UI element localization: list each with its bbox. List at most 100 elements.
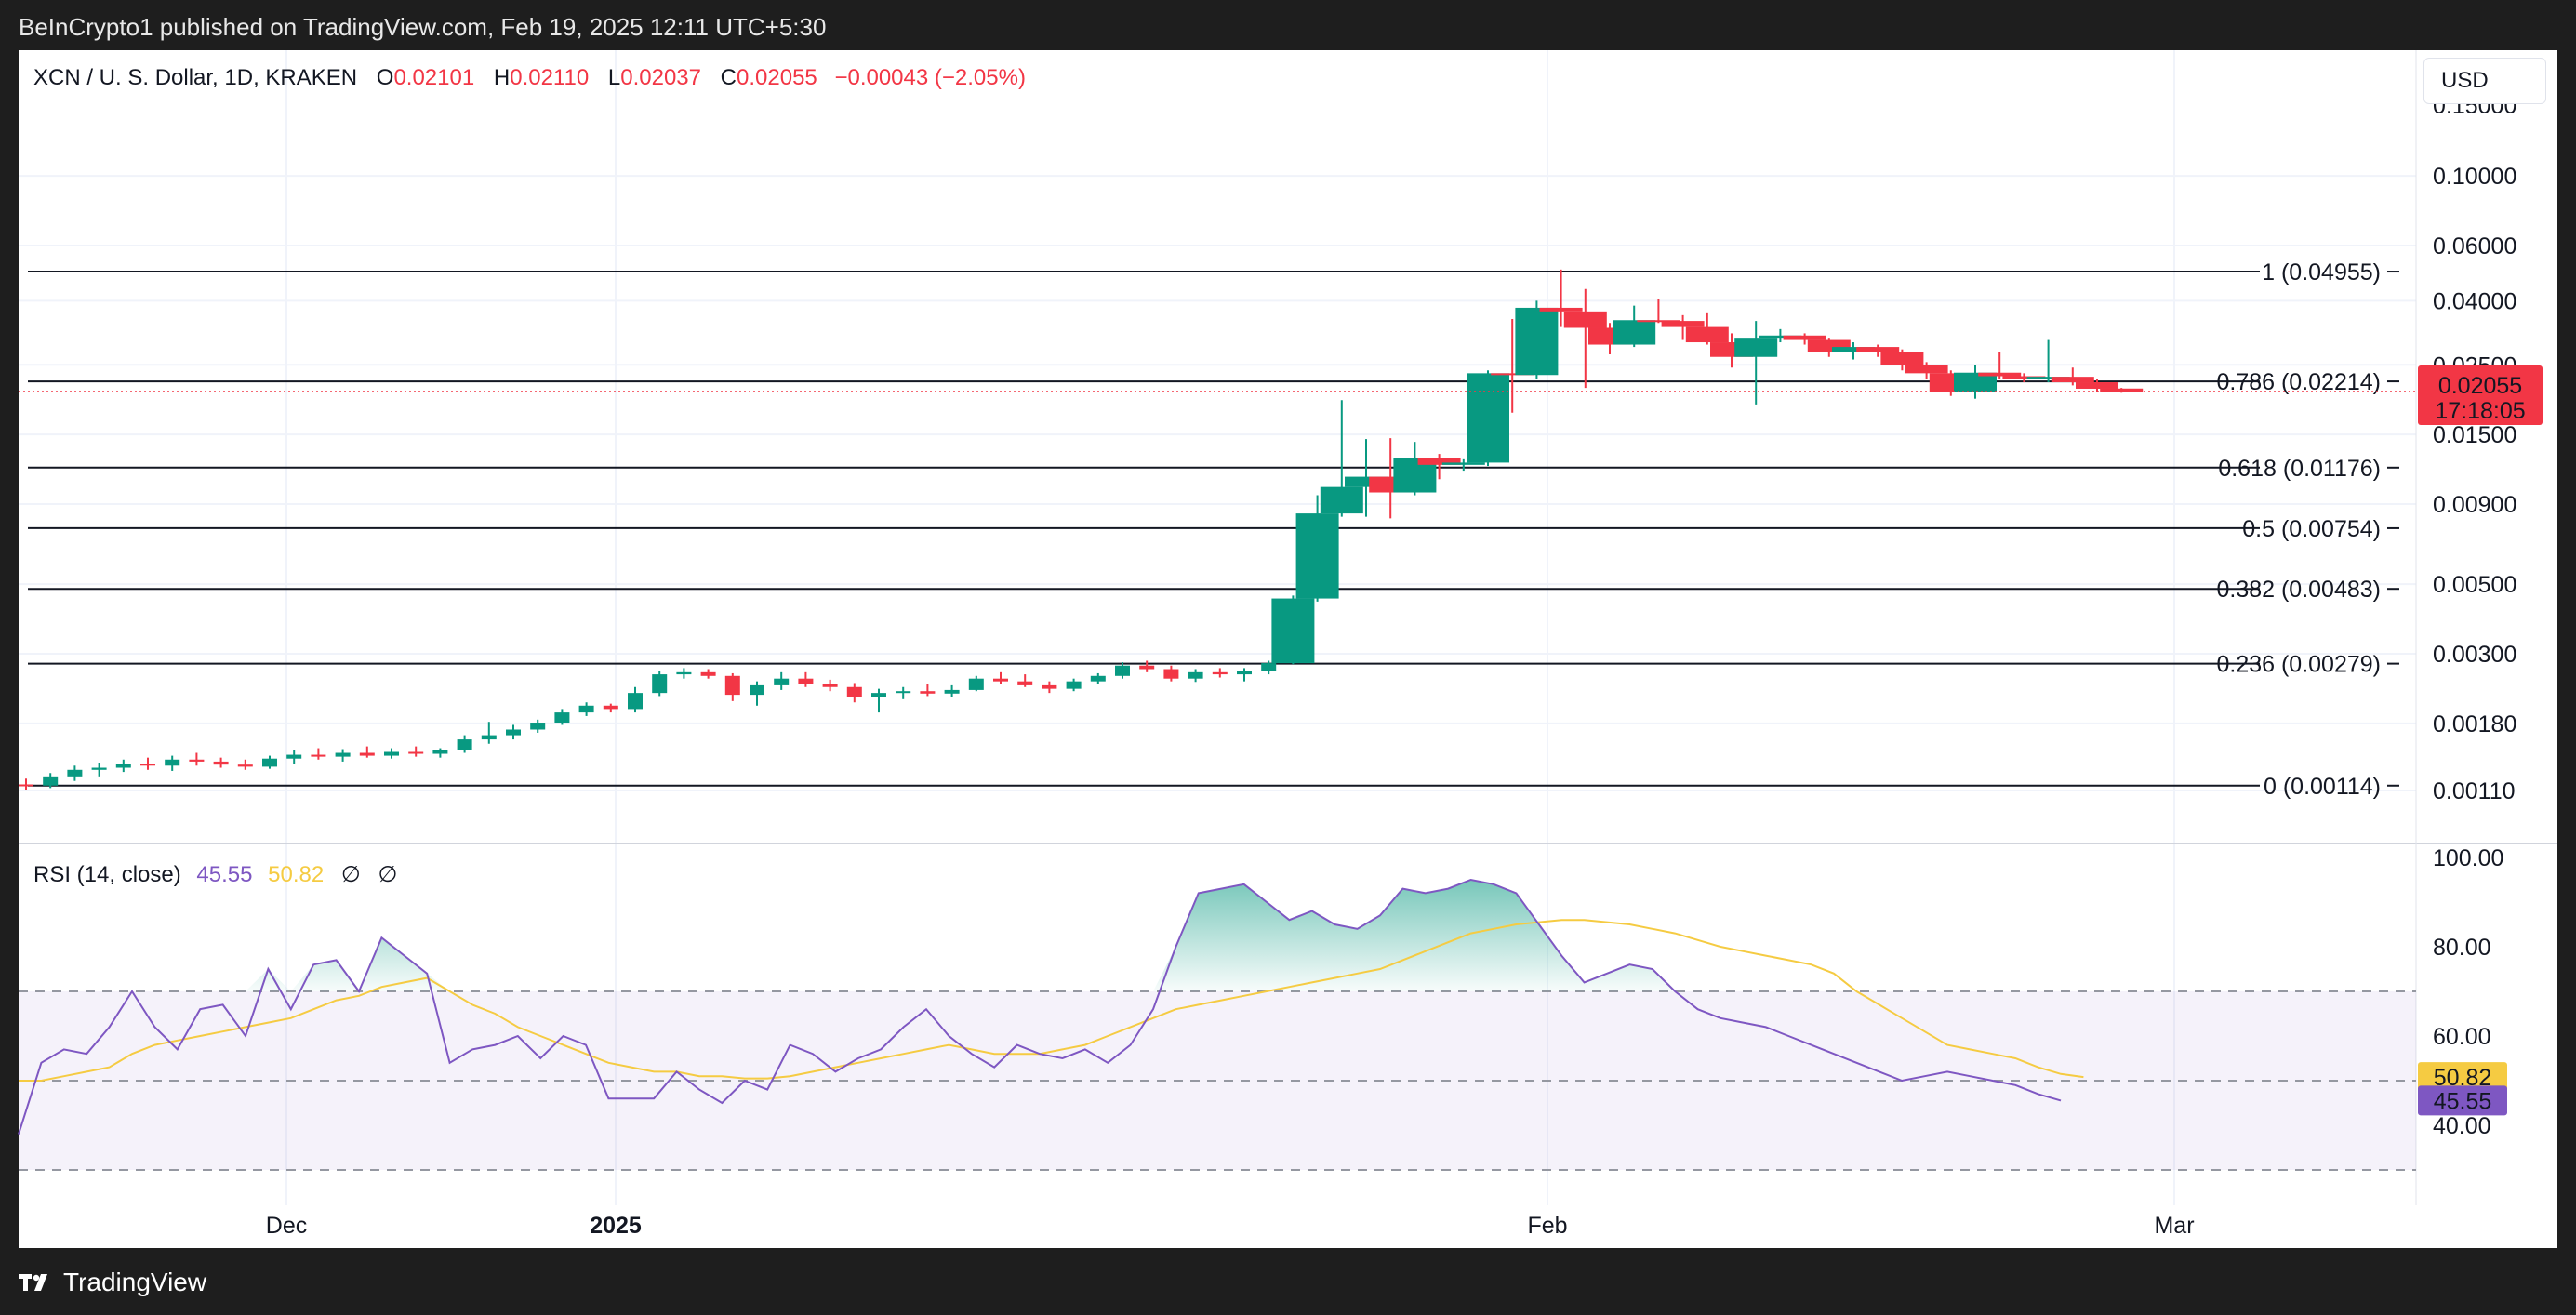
hide-rsi-icon[interactable]: ∅ [340, 862, 361, 887]
candle[interactable] [384, 748, 399, 759]
candle[interactable] [993, 671, 1008, 684]
candle[interactable] [189, 752, 205, 766]
candle[interactable] [1188, 669, 1203, 683]
candle[interactable] [822, 679, 838, 692]
candle[interactable] [1563, 288, 1607, 389]
candle[interactable] [798, 671, 814, 687]
candle[interactable] [262, 755, 277, 769]
candle[interactable] [1271, 595, 1315, 665]
candle[interactable] [506, 724, 521, 740]
candle[interactable] [920, 684, 936, 697]
candle[interactable] [1661, 314, 1705, 340]
candle[interactable] [1441, 458, 1485, 472]
candle[interactable] [1417, 454, 1461, 480]
candle[interactable] [1090, 672, 1106, 684]
candle[interactable] [871, 688, 886, 713]
candle[interactable] [2051, 367, 2094, 386]
candle[interactable] [652, 671, 668, 697]
candle[interactable] [1066, 678, 1082, 692]
candle[interactable] [2026, 339, 2070, 383]
candle-body [652, 674, 668, 694]
candle[interactable] [968, 675, 984, 692]
candle-body [2100, 388, 2144, 392]
candle[interactable] [1295, 495, 1339, 602]
candle[interactable] [1734, 321, 1778, 405]
candle[interactable] [1163, 665, 1179, 682]
candle[interactable] [1320, 400, 1363, 517]
currency-button[interactable]: USD [2423, 58, 2546, 104]
candle[interactable] [2002, 373, 2046, 383]
candle[interactable] [603, 703, 618, 713]
candle[interactable] [1880, 349, 1924, 371]
candle[interactable] [1759, 328, 1802, 343]
candle-body [1115, 665, 1130, 676]
candle[interactable] [750, 681, 764, 706]
candle[interactable] [67, 765, 83, 781]
candle[interactable] [628, 686, 643, 713]
candle[interactable] [1042, 681, 1057, 694]
rsi-title[interactable]: RSI (14, close) [33, 862, 181, 887]
candle-body [1163, 669, 1179, 679]
candle[interactable] [1905, 362, 1948, 379]
low-value: 0.02037 [620, 65, 701, 90]
candle[interactable] [2076, 379, 2118, 392]
candle[interactable] [481, 722, 497, 744]
candle[interactable] [1017, 674, 1033, 687]
candle[interactable] [1954, 365, 1997, 399]
candle[interactable] [1613, 305, 1656, 348]
candle[interactable] [1393, 442, 1437, 496]
candle[interactable] [774, 671, 790, 690]
candle[interactable] [1261, 660, 1277, 675]
candle[interactable] [91, 762, 107, 777]
candle[interactable] [554, 709, 570, 725]
candle[interactable] [1978, 352, 2022, 379]
candle[interactable] [1832, 342, 1875, 360]
candle[interactable] [700, 669, 716, 679]
candle[interactable] [1539, 269, 1583, 327]
candle[interactable] [1345, 439, 1388, 517]
candle[interactable] [165, 755, 180, 771]
candle[interactable] [359, 746, 375, 758]
footer-bar: TradingView [0, 1248, 2576, 1315]
candle[interactable] [530, 719, 546, 733]
candle-body [578, 705, 594, 713]
candle[interactable] [724, 672, 740, 701]
candle[interactable] [140, 757, 155, 770]
candle[interactable] [1783, 333, 1826, 345]
candle[interactable] [676, 668, 692, 679]
candle[interactable] [237, 759, 253, 770]
candle[interactable] [1856, 344, 1900, 357]
candle-body [1417, 458, 1461, 465]
candle[interactable] [408, 746, 424, 757]
candle[interactable] [115, 759, 131, 773]
candle-body [1491, 373, 1534, 376]
candle[interactable] [1515, 300, 1559, 379]
symbol-title[interactable]: XCN / U. S. Dollar, 1D, KRAKEN [33, 65, 358, 90]
candle[interactable] [457, 735, 472, 753]
candle[interactable] [335, 749, 351, 762]
candle[interactable] [286, 750, 302, 764]
candle[interactable] [43, 773, 59, 789]
candle[interactable] [1212, 668, 1228, 678]
candle[interactable] [944, 684, 960, 697]
hide-ma-icon[interactable]: ∅ [378, 862, 398, 887]
candle[interactable] [311, 748, 326, 760]
candle[interactable] [1467, 370, 1509, 467]
candle-body [774, 678, 790, 685]
candle[interactable] [213, 757, 229, 768]
candle[interactable] [1637, 299, 1680, 324]
candle-body [1637, 320, 1680, 323]
candle[interactable] [846, 683, 862, 703]
candle[interactable] [578, 702, 594, 716]
candle[interactable] [1237, 668, 1252, 682]
candle[interactable] [1139, 660, 1155, 672]
tradingview-logo[interactable]: TradingView [19, 1268, 206, 1296]
candle[interactable] [1685, 312, 1729, 345]
candle[interactable] [1491, 318, 1534, 413]
candle[interactable] [432, 748, 448, 758]
candle[interactable] [19, 778, 33, 790]
candle[interactable] [896, 686, 911, 699]
candle[interactable] [1115, 662, 1130, 679]
candle-body [1905, 365, 1948, 374]
